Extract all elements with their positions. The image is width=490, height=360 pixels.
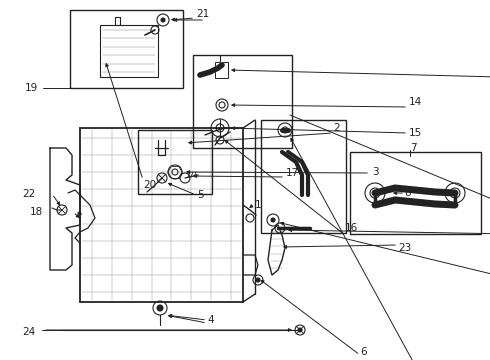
Text: 19: 19 — [25, 83, 38, 93]
Text: 15: 15 — [409, 128, 422, 138]
Circle shape — [298, 328, 302, 332]
Text: 22: 22 — [22, 189, 35, 199]
Bar — [350, 152, 481, 234]
Circle shape — [161, 18, 165, 22]
Bar — [193, 55, 292, 148]
Bar — [80, 128, 243, 302]
Circle shape — [256, 278, 260, 282]
Text: 23: 23 — [398, 243, 411, 253]
Circle shape — [271, 218, 275, 222]
Text: 17: 17 — [286, 168, 299, 178]
Bar — [100, 25, 158, 77]
Text: 4: 4 — [207, 315, 214, 325]
Text: 6: 6 — [360, 347, 367, 357]
Circle shape — [157, 305, 163, 311]
Text: 3: 3 — [372, 167, 379, 177]
Bar — [215, 62, 228, 78]
Text: 1: 1 — [255, 200, 262, 210]
Text: 21: 21 — [196, 9, 209, 19]
Text: 24: 24 — [22, 327, 35, 337]
Text: 20: 20 — [143, 180, 156, 190]
Text: 5: 5 — [197, 190, 204, 200]
Text: 8: 8 — [404, 188, 411, 198]
Bar — [261, 120, 346, 233]
Text: 14: 14 — [409, 97, 422, 107]
Text: 18: 18 — [30, 207, 43, 217]
Text: 7: 7 — [410, 143, 416, 153]
Bar — [70, 10, 183, 88]
Text: 2: 2 — [333, 123, 340, 133]
Text: 16: 16 — [345, 223, 358, 233]
Bar — [138, 130, 212, 194]
